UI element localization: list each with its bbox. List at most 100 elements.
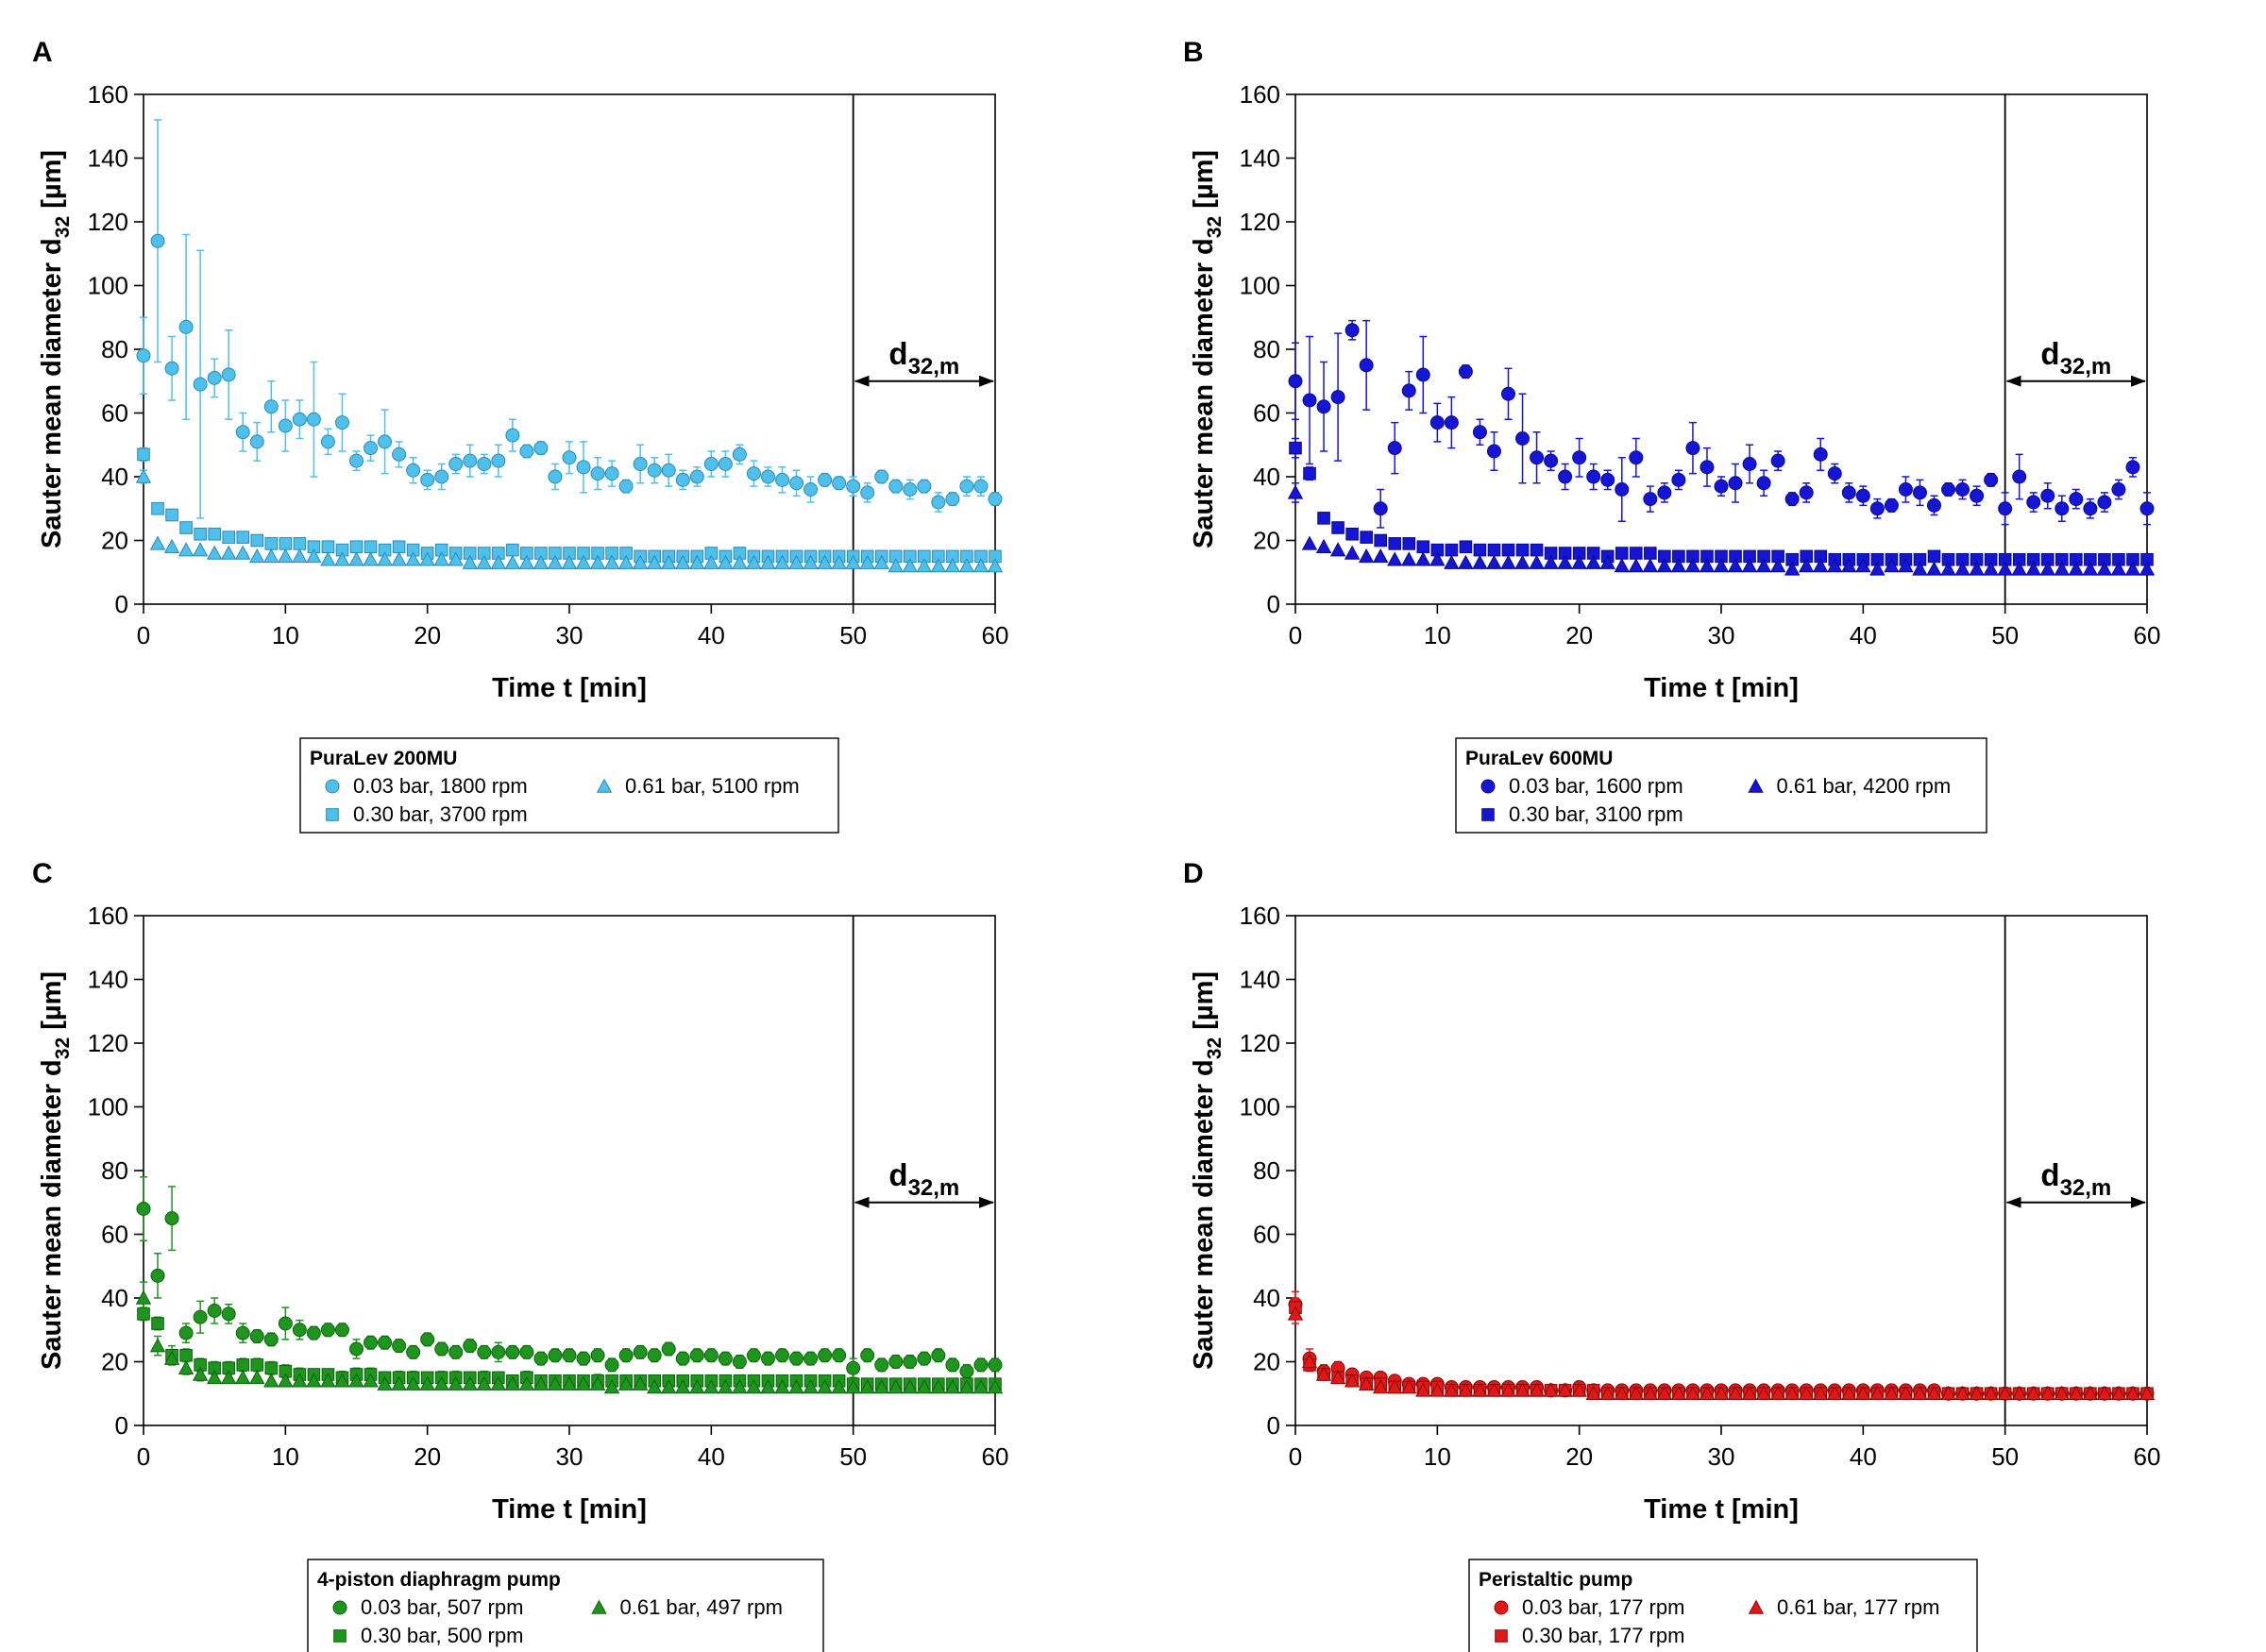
data-point: [618, 1348, 634, 1363]
data-point: [944, 558, 961, 573]
data-point: [2012, 469, 2027, 484]
data-point: [249, 434, 264, 449]
series-triangle: [1287, 1304, 2156, 1400]
y-axis-label: Sauter mean diameter d32 [µm]: [1189, 971, 1226, 1370]
data-point: [192, 1366, 209, 1381]
legend-title: PuraLev 600MU: [1465, 748, 1613, 769]
data-point: [732, 1355, 747, 1369]
x-tick-label: 40: [698, 621, 725, 649]
chart-panel-a: A 0 20 40 60 80 100 120 140 160 0 10 20 30 40 50 60 Time …: [32, 37, 1009, 834]
data-point: [306, 548, 322, 564]
x-tick-label: 30: [1708, 621, 1735, 649]
x-axis-label: Time t [min]: [1644, 673, 1799, 703]
data-point: [221, 545, 237, 560]
data-point: [377, 551, 393, 566]
data-point: [803, 1379, 819, 1394]
data-point: [746, 1379, 762, 1394]
data-point: [661, 1341, 676, 1357]
data-point: [292, 1373, 308, 1388]
x-tick-label: 20: [1565, 621, 1593, 649]
series-triangle: [1287, 482, 2156, 576]
data-point: [1373, 501, 1388, 516]
data-point: [1741, 1385, 1758, 1400]
data-point: [519, 444, 534, 459]
x-tick-label: 20: [414, 621, 441, 649]
data-point: [2110, 1385, 2127, 1400]
data-point: [1415, 1382, 1431, 1397]
data-point: [1742, 457, 1757, 471]
series-circle: [136, 1176, 1003, 1379]
data-point: [1997, 1385, 2013, 1400]
data-point: [1374, 533, 1388, 548]
legend-title: Peristaltic pump: [1479, 1569, 1632, 1591]
legend-label: 0.03 bar, 1800 rpm: [353, 774, 528, 798]
x-tick-label: 60: [982, 621, 1009, 649]
data-point: [1487, 543, 1501, 557]
data-point: [1458, 554, 1474, 569]
legend-label: 0.30 bar, 177 rpm: [1522, 1624, 1684, 1647]
data-point: [151, 1317, 164, 1330]
data-point: [873, 1379, 889, 1394]
x-tick-label: 60: [2134, 621, 2161, 649]
data-point: [972, 1379, 989, 1394]
data-point: [1642, 1385, 1659, 1400]
data-point: [1727, 558, 1744, 573]
data-point: [533, 554, 550, 569]
data-point: [1912, 485, 1927, 500]
data-point: [589, 554, 606, 569]
data-point: [1656, 1385, 1673, 1400]
data-point: [1755, 1385, 1772, 1400]
data-point: [1543, 1382, 1559, 1397]
data-point: [2124, 1385, 2141, 1400]
data-point: [831, 1379, 847, 1394]
data-point: [860, 485, 875, 500]
data-point: [1544, 453, 1559, 468]
y-tick-label: 100: [88, 272, 128, 300]
data-point: [364, 540, 378, 554]
data-point: [2039, 1385, 2055, 1400]
panel-label: C: [32, 858, 53, 889]
data-point: [2124, 561, 2141, 576]
data-point: [888, 1355, 904, 1369]
data-point: [859, 554, 875, 569]
data-point: [1684, 1385, 1701, 1400]
data-point: [1530, 450, 1545, 465]
data-point: [463, 453, 478, 468]
data-point: [845, 1379, 861, 1394]
data-point: [1459, 540, 1473, 554]
data-point: [1500, 1382, 1516, 1397]
data-point: [378, 434, 393, 449]
data-point: [2054, 1385, 2070, 1400]
data-point: [263, 548, 279, 564]
data-point: [1316, 399, 1331, 414]
data-point: [718, 554, 734, 569]
data-point: [306, 1325, 321, 1340]
data-point: [859, 1379, 875, 1394]
data-point: [973, 1357, 989, 1373]
legend-marker-triangle: [1748, 778, 1764, 793]
data-point: [1671, 472, 1686, 487]
data-point: [647, 1348, 662, 1363]
legend-marker-circle: [1480, 779, 1496, 794]
data-point: [490, 554, 507, 569]
data-point: [1983, 1385, 1999, 1400]
data-point: [1855, 488, 1870, 503]
data-point: [1769, 558, 1786, 573]
data-point: [547, 554, 564, 569]
data-point: [1530, 543, 1544, 557]
data-point: [1329, 542, 1346, 557]
data-point: [1473, 543, 1487, 557]
data-point: [604, 466, 619, 481]
data-point: [1699, 558, 1716, 573]
data-point: [250, 1358, 264, 1372]
data-point: [1969, 1385, 1985, 1400]
data-point: [149, 535, 166, 550]
data-point: [987, 1379, 1004, 1394]
data-point: [590, 466, 605, 481]
data-point: [1515, 431, 1530, 446]
data-point: [1358, 548, 1375, 564]
data-point: [1586, 469, 1601, 484]
y-tick-label: 80: [1253, 1156, 1280, 1185]
data-point: [1358, 1375, 1375, 1391]
data-point: [249, 1329, 264, 1343]
